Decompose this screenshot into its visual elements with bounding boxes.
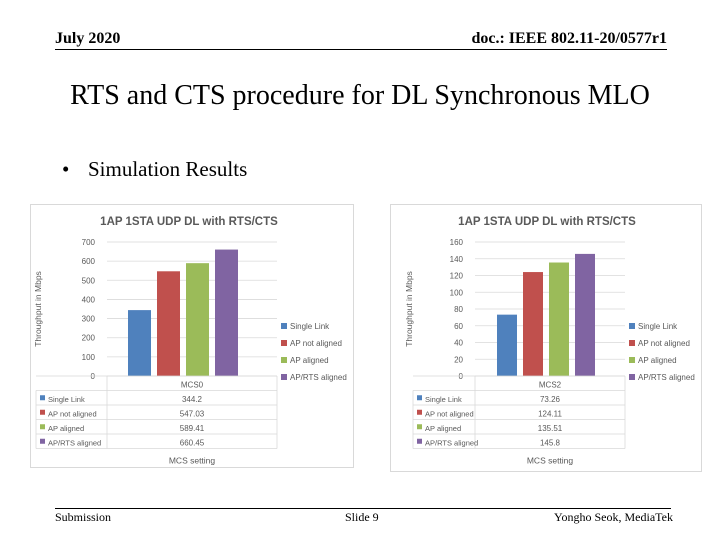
chart-mcs2: 1AP 1STA UDP DL with RTS/CTS 0 20 40 60 80 100…: [390, 204, 702, 472]
chart-2-xlabel: MCS setting: [527, 456, 574, 466]
chart-2-bar: [523, 272, 543, 376]
chart-1-legend-swatch: [281, 323, 287, 329]
chart-2-ytick-label: 80: [454, 305, 463, 314]
chart-2-legend-swatch: [629, 323, 635, 329]
chart-1-legend-swatch: [281, 357, 287, 363]
chart-1-legend-swatch: [281, 374, 287, 380]
chart-mcs0-svg: 1AP 1STA UDP DL with RTS/CTS 0 100 200 300 40…: [33, 216, 347, 466]
header-rule: [55, 49, 667, 50]
chart-1-legend-label: AP aligned: [290, 356, 329, 365]
chart-2-legend-swatch: [629, 340, 635, 346]
chart-2-ytick-label: 140: [450, 255, 464, 264]
footer-submission: Submission: [55, 510, 112, 524]
chart-1-data-label: 660.45: [180, 439, 205, 448]
chart-2-legend-label: AP aligned: [638, 356, 677, 365]
bullet-item: • Simulation Results: [62, 157, 247, 182]
chart-2-bar: [549, 262, 569, 376]
chart-2-legend-label: AP/RTS aligned: [638, 373, 695, 382]
chart-2-ytick-label: 20: [454, 355, 463, 364]
chart-1-category-label: MCS0: [181, 381, 204, 390]
chart-2-legend-swatch: [629, 357, 635, 363]
chart-1-table-swatch: [40, 424, 45, 430]
chart-mcs0: 1AP 1STA UDP DL with RTS/CTS 0 100 200 300 40…: [30, 204, 354, 468]
bullet-text: Simulation Results: [88, 157, 248, 181]
chart-2-category-label: MCS2: [539, 381, 562, 390]
chart-mcs2-svg: 1AP 1STA UDP DL with RTS/CTS 0 20 40 60 80 100…: [404, 216, 695, 466]
chart-2-legend-label: AP not aligned: [638, 339, 690, 348]
chart-2-title: 1AP 1STA UDP DL with RTS/CTS: [458, 216, 636, 228]
chart-2-ytick-label: 60: [454, 322, 463, 331]
chart-2-ylabel: Throughput in Mbps: [404, 271, 414, 347]
bullet-dot-icon: •: [62, 157, 70, 181]
chart-1-legend-label: AP/RTS aligned: [290, 373, 347, 382]
chart-2-table-series-label: AP aligned: [425, 424, 461, 433]
chart-1-ylabel: Throughput in Mbps: [33, 271, 43, 347]
chart-2-data-label: 135.51: [538, 424, 563, 433]
chart-2-ytick-label: 40: [454, 339, 463, 348]
header-doc-id: doc.: IEEE 802.11-20/0577r1: [471, 30, 667, 47]
chart-2-table-series-label: AP not aligned: [425, 410, 474, 419]
chart-2-ytick-label: 160: [450, 238, 464, 247]
chart-1-xlabel: MCS setting: [169, 456, 216, 466]
chart-1-legend-label: Single Link: [290, 322, 330, 331]
chart-2-table-swatch: [417, 438, 422, 444]
chart-1-bar: [215, 249, 238, 376]
chart-2-table-series-label: Single Link: [425, 395, 462, 404]
chart-1-legend-label: AP not aligned: [290, 339, 342, 348]
chart-1-table-series-label: AP aligned: [48, 424, 84, 433]
chart-2-data-label: 124.11: [538, 410, 562, 419]
chart-2-ytick-label: 0: [459, 372, 464, 381]
chart-2-data-label: 145.8: [540, 439, 561, 448]
chart-2-table-swatch: [417, 424, 422, 430]
footer-slide-number: Slide 9: [345, 510, 379, 524]
chart-1-legend-swatch: [281, 340, 287, 346]
chart-1-table-series-label: AP not aligned: [48, 410, 97, 419]
chart-1-table-series-label: Single Link: [48, 395, 85, 404]
chart-1-title: 1AP 1STA UDP DL with RTS/CTS: [100, 216, 278, 228]
chart-1-ytick-label: 100: [82, 353, 96, 362]
slide-title: RTS and CTS procedure for DL Synchronous…: [70, 80, 650, 111]
chart-1-ytick-label: 600: [82, 257, 96, 266]
chart-2-bar: [497, 314, 517, 376]
chart-2-table-series-label: AP/RTS aligned: [425, 439, 478, 448]
chart-2-bar: [575, 253, 595, 376]
header-date: July 2020: [55, 30, 121, 47]
chart-1-bar: [157, 271, 180, 376]
chart-2-legend-swatch: [629, 374, 635, 380]
chart-1-table-swatch: [40, 438, 45, 444]
chart-1-data-label: 344.2: [182, 395, 203, 404]
chart-2-table-swatch: [417, 395, 422, 401]
chart-1-ytick-label: 400: [82, 295, 96, 304]
chart-1-ytick-label: 500: [82, 276, 96, 285]
footer-author: Yongho Seok, MediaTek: [554, 510, 673, 524]
footer-rule: [55, 508, 671, 509]
chart-1-data-label: 547.03: [180, 410, 205, 419]
chart-2-ytick-label: 120: [450, 272, 464, 281]
chart-1-ytick-label: 0: [91, 372, 96, 381]
chart-1-ytick-label: 200: [82, 334, 96, 343]
chart-2-ytick-label: 100: [450, 288, 464, 297]
chart-1-ytick-label: 700: [82, 238, 96, 247]
chart-1-bar: [186, 263, 209, 376]
chart-2-data-label: 73.26: [540, 395, 561, 404]
chart-1-table-swatch: [40, 409, 45, 415]
chart-1-bar: [128, 310, 151, 376]
chart-1-table-swatch: [40, 395, 45, 401]
chart-2-table-swatch: [417, 409, 422, 415]
chart-1-ytick-label: 300: [82, 315, 96, 324]
chart-2-legend-label: Single Link: [638, 322, 678, 331]
chart-1-data-label: 589.41: [180, 424, 205, 433]
chart-1-table-series-label: AP/RTS aligned: [48, 439, 101, 448]
